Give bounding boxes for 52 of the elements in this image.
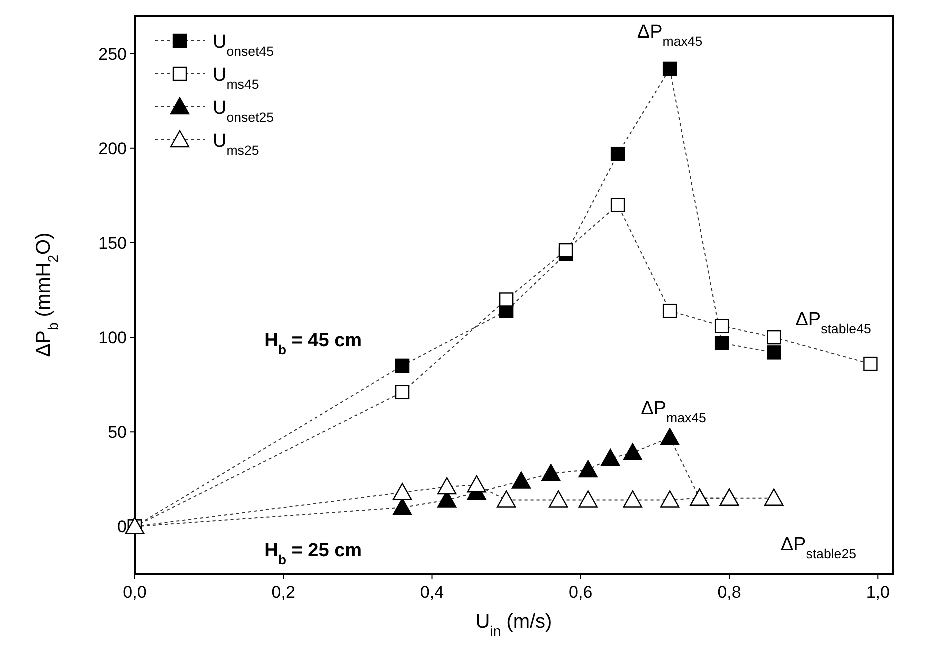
y-tick-label: 200 (98, 139, 127, 158)
y-tick-label: 100 (98, 328, 127, 348)
x-tick-label: 0,0 (123, 583, 147, 602)
annotation: ΔP$_{stable25}$ (780, 534, 857, 562)
point (660, 428, 680, 446)
x-tick-label: 0,8 (718, 583, 742, 602)
x-tick-label: 0,4 (420, 583, 444, 602)
point (623, 490, 642, 508)
point (558, 243, 574, 258)
point (623, 443, 642, 461)
legend-label: U$_{ms25}$ (213, 131, 260, 158)
point (764, 488, 784, 506)
point (467, 476, 486, 493)
point (542, 464, 561, 482)
point (662, 62, 678, 76)
point (496, 490, 516, 508)
annotation: ΔP$_{max45}$ (637, 22, 703, 49)
point (395, 358, 410, 374)
point (767, 346, 782, 360)
point (601, 449, 620, 466)
point (392, 483, 412, 500)
point (610, 198, 626, 212)
y-tick-label: 250 (98, 44, 127, 64)
point (714, 319, 730, 334)
annotation: ΔP$_{max45}$ (641, 398, 706, 426)
point (395, 385, 410, 400)
legend-label: U$_{ms45}$ (213, 65, 260, 92)
legend-label: U$_{onset25}$ (213, 98, 274, 124)
point (610, 146, 626, 162)
point (767, 330, 782, 345)
point (714, 336, 730, 350)
y-tick-label: 150 (98, 234, 127, 253)
x-tick-label: 0,2 (272, 583, 296, 602)
x-axis-title: U$_{in}$ (m/s) (476, 611, 552, 639)
x-tick-label: 1,0 (866, 583, 890, 602)
x-tick-label: 0,6 (569, 583, 593, 602)
annotation: H$_{b}$ = 25 cm (264, 540, 362, 567)
point (578, 490, 598, 508)
point (392, 498, 412, 516)
point (660, 490, 680, 508)
annotation: ΔP$_{stable45}$ (796, 310, 872, 336)
annotation: H$_{b}$ = 45 cm (264, 330, 362, 357)
point (499, 292, 514, 307)
legend-label: U$_{onset45}$ (213, 32, 274, 58)
y-tick-label: 50 (108, 423, 127, 442)
point (578, 460, 598, 478)
point (548, 490, 568, 508)
point (438, 477, 457, 495)
y-tick-label: 0 (118, 518, 127, 537)
point (864, 356, 878, 372)
point (662, 304, 678, 318)
point (512, 472, 532, 489)
